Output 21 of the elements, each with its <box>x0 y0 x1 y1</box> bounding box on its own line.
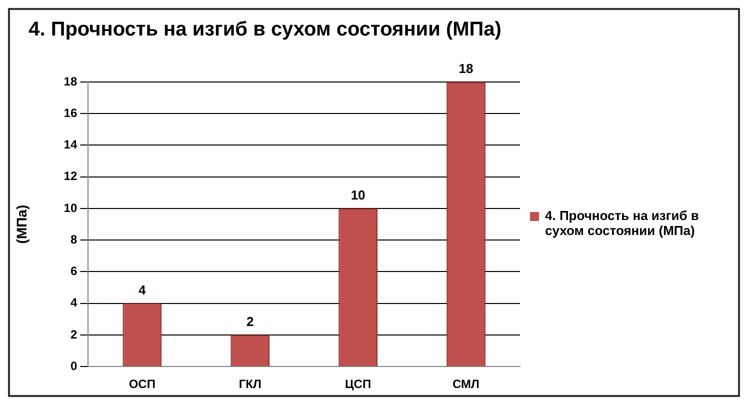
y-tick-label: 18 <box>64 74 78 88</box>
y-tick-label: 12 <box>64 169 78 184</box>
y-tick-label: 0 <box>70 358 78 373</box>
x-tick-label: ОСП <box>128 377 156 392</box>
y-tick-label: 4 <box>70 296 78 310</box>
data-label: 18 <box>458 61 474 76</box>
data-label: 4 <box>138 282 147 298</box>
x-tick-label: СМЛ <box>452 377 480 392</box>
x-tick-label: ЦСП <box>345 377 372 392</box>
legend-label: 4. Прочность на изгиб в сухом состоянии (МПа) <box>545 208 700 238</box>
y-tick-label: 10 <box>64 200 78 215</box>
y-tick-label: 16 <box>64 106 78 120</box>
y-tick-label: 2 <box>70 327 78 342</box>
y-tick-label: 14 <box>64 138 78 152</box>
y-tick-label: 8 <box>70 232 78 246</box>
x-tick-label: ГКЛ <box>238 377 262 392</box>
y-tick-label: 6 <box>70 264 78 278</box>
y-axis-title: (МПа) <box>13 204 30 244</box>
data-label: 2 <box>246 314 254 330</box>
chart-title: 4. Прочность на изгиб в сухом состоянии (МПа) <box>28 18 502 41</box>
data-label: 10 <box>350 188 366 203</box>
